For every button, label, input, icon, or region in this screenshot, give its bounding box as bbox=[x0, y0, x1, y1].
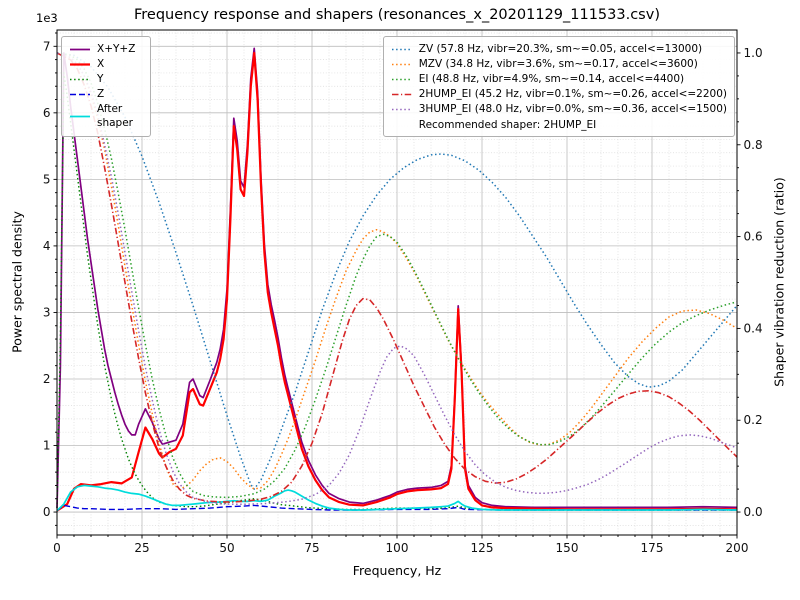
y-axis-offset-text: 1e3 bbox=[36, 11, 58, 25]
legend-item-after-shaper: After shaper bbox=[69, 103, 143, 130]
svg-text:4: 4 bbox=[43, 239, 51, 253]
legend-item-label: 2HUMP_EI (45.2 Hz, vibr=0.1%, sm~=0.26, … bbox=[418, 87, 727, 100]
svg-text:0.8: 0.8 bbox=[744, 138, 763, 152]
line-sample-icon bbox=[70, 63, 90, 66]
line-sample-icon bbox=[391, 78, 412, 81]
svg-text:5: 5 bbox=[43, 172, 51, 186]
legend-item-label: X bbox=[97, 57, 105, 70]
legend-item-label: X+Y+Z bbox=[97, 42, 136, 55]
line-sample-icon bbox=[391, 48, 412, 51]
legend-item-label: Z bbox=[97, 87, 105, 100]
legend-item-y: Y bbox=[69, 73, 143, 87]
line-sample-icon bbox=[391, 109, 412, 111]
line-sample-icon bbox=[70, 115, 90, 118]
legend-item-ei: EI (48.8 Hz, vibr=4.9%, sm~=0.14, accel<… bbox=[391, 73, 727, 87]
line-sample-icon bbox=[70, 48, 90, 51]
x-axis-label: Frequency, Hz bbox=[352, 563, 442, 578]
svg-text:125: 125 bbox=[471, 541, 494, 555]
line-sample-icon bbox=[391, 63, 412, 66]
svg-text:50: 50 bbox=[219, 541, 234, 555]
legend-item-label: ZV (57.8 Hz, vibr=20.3%, sm~=0.05, accel… bbox=[418, 42, 703, 55]
svg-text:7: 7 bbox=[43, 39, 51, 53]
legend-item-label: EI (48.8 Hz, vibr=4.9%, sm~=0.14, accel<… bbox=[418, 72, 685, 85]
svg-text:0.2: 0.2 bbox=[744, 413, 763, 427]
svg-text:0: 0 bbox=[53, 541, 61, 555]
y-axis-label-left: Power spectral density bbox=[9, 211, 25, 353]
legend-item-label: After shaper bbox=[97, 103, 134, 129]
legend-item-mzv: MZV (34.8 Hz, vibr=3.6%, sm~=0.17, accel… bbox=[391, 58, 727, 72]
legend-item-zv: ZV (57.8 Hz, vibr=20.3%, sm~=0.05, accel… bbox=[391, 43, 727, 57]
svg-text:150: 150 bbox=[556, 541, 579, 555]
legend-item-2hump-ei: 2HUMP_EI (45.2 Hz, vibr=0.1%, sm~=0.26, … bbox=[391, 88, 727, 102]
svg-text:1: 1 bbox=[43, 439, 51, 453]
svg-text:75: 75 bbox=[304, 541, 319, 555]
legend-item-label: 3HUMP_EI (48.0 Hz, vibr=0.0%, sm~=0.36, … bbox=[418, 103, 727, 116]
svg-text:0.0: 0.0 bbox=[744, 505, 763, 519]
legend-item-3hump-ei: 3HUMP_EI (48.0 Hz, vibr=0.0%, sm~=0.36, … bbox=[391, 103, 727, 117]
legend-item-label: MZV (34.8 Hz, vibr=3.6%, sm~=0.17, accel… bbox=[418, 57, 698, 70]
line-sample-icon bbox=[70, 78, 90, 81]
legend-item-z: Z bbox=[69, 88, 143, 102]
svg-text:100: 100 bbox=[386, 541, 409, 555]
y-axis-label-right: Shaper vibration reduction (ratio) bbox=[771, 177, 787, 387]
svg-text:0.4: 0.4 bbox=[744, 321, 763, 335]
legend-psd: X+Y+Z X Y Z After shaper bbox=[61, 36, 151, 137]
svg-text:25: 25 bbox=[134, 541, 149, 555]
legend-shapers: ZV (57.8 Hz, vibr=20.3%, sm~=0.05, accel… bbox=[382, 36, 735, 138]
recommended-shaper-note: Recommended shaper: 2HUMP_EI bbox=[418, 118, 597, 131]
svg-text:2: 2 bbox=[43, 372, 51, 386]
svg-text:175: 175 bbox=[641, 541, 664, 555]
svg-text:0: 0 bbox=[43, 505, 51, 519]
legend-item-x: X bbox=[69, 58, 143, 72]
svg-text:1.0: 1.0 bbox=[744, 46, 763, 60]
chart-title: Frequency response and shapers (resonanc… bbox=[134, 7, 660, 23]
line-sample-icon bbox=[391, 93, 412, 96]
legend-item-xyz: X+Y+Z bbox=[69, 43, 143, 57]
line-sample-icon bbox=[70, 93, 90, 96]
svg-text:200: 200 bbox=[726, 541, 749, 555]
legend-item-label: Y bbox=[97, 72, 104, 85]
svg-text:3: 3 bbox=[43, 305, 51, 319]
svg-text:0.6: 0.6 bbox=[744, 230, 763, 244]
svg-text:6: 6 bbox=[43, 106, 51, 120]
